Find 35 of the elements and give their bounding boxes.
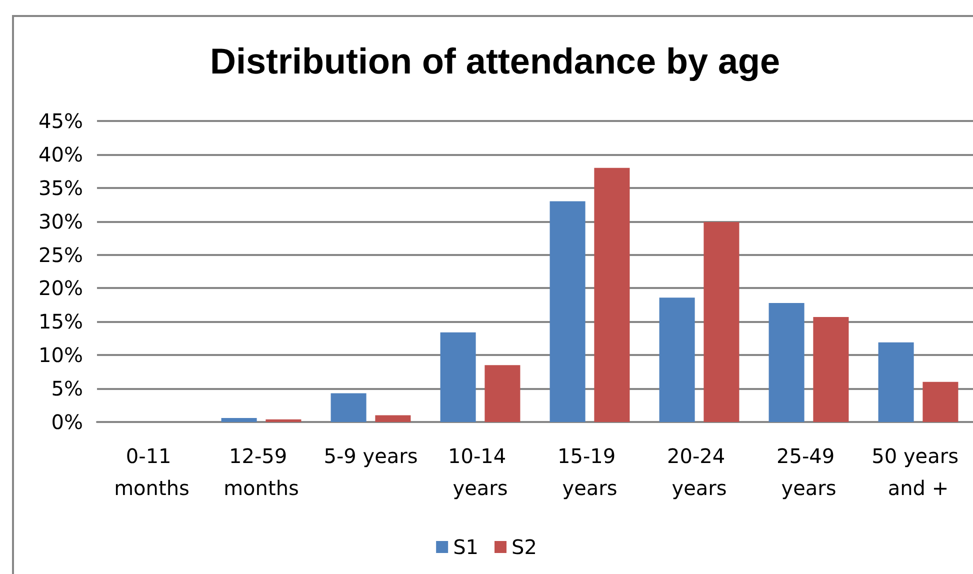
x-tick-label: 25-49 years: [776, 444, 841, 500]
y-tick-label: 40%: [38, 142, 83, 166]
y-tick-label: 0%: [51, 410, 83, 434]
bar: [704, 222, 740, 422]
x-tick-label: 50 years and +: [872, 444, 965, 500]
bar: [659, 298, 695, 422]
x-tick-label: 10-14 years: [448, 444, 512, 500]
bar: [878, 342, 914, 422]
bar: [594, 168, 630, 422]
x-tick-label: 15-19 years: [558, 444, 622, 500]
x-tick-label: 12-59 months: [224, 444, 299, 500]
chart-title: Distribution of attendance by age: [210, 40, 780, 82]
x-tick-label: 0-11 months: [114, 444, 190, 500]
bar: [550, 201, 586, 422]
bar: [375, 415, 411, 422]
y-tick-label: 5%: [51, 376, 83, 401]
y-tick-label: 30%: [38, 209, 83, 234]
x-tick-label: 20-24 years: [667, 444, 732, 500]
y-tick-label: 25%: [38, 242, 83, 267]
y-tick-label: 10%: [38, 343, 83, 368]
bar: [266, 419, 302, 422]
legend-label: S1: [453, 535, 478, 559]
x-tick-label: 5-9 years: [324, 444, 418, 468]
bar: [221, 418, 257, 422]
bar: [440, 332, 476, 422]
y-tick-label: 15%: [38, 310, 83, 334]
bar: [768, 302, 804, 422]
y-tick-label: 20%: [38, 276, 83, 300]
bar: [484, 365, 520, 422]
legend-label: S2: [512, 535, 537, 559]
y-tick-label: 45%: [38, 109, 83, 133]
bar: [330, 393, 366, 422]
y-tick-label: 35%: [38, 176, 83, 200]
bar: [813, 316, 849, 422]
bar: [922, 382, 958, 422]
